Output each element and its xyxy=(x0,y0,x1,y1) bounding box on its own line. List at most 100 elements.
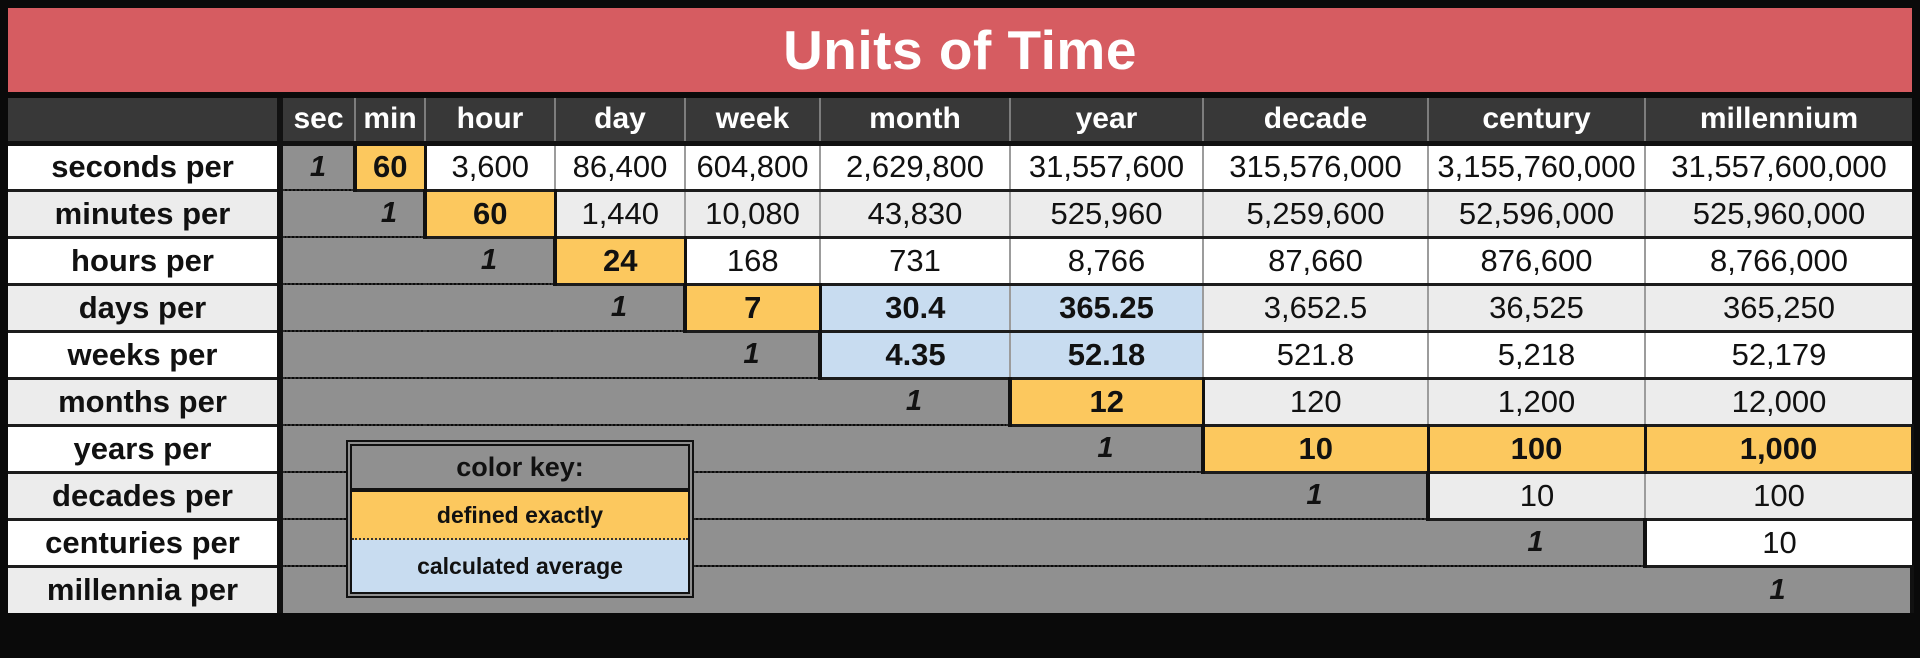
value-cell: 8,766 xyxy=(1009,235,1203,284)
color-key-defined-swatch: defined exactly xyxy=(352,492,688,540)
value-cell: 1 xyxy=(425,235,557,284)
value-cell: 52,179 xyxy=(1644,329,1912,378)
value-cell: 60 xyxy=(423,188,557,237)
row-label: weeks per xyxy=(8,329,283,378)
row-label: days per xyxy=(8,282,283,331)
value-cell: 1 xyxy=(355,188,427,237)
value-cell xyxy=(1010,565,1203,613)
column-header-decade: decade xyxy=(1202,98,1428,146)
value-cell xyxy=(1428,565,1645,613)
value-cell: 60 xyxy=(353,141,427,190)
value-cell: 3,155,760,000 xyxy=(1427,141,1645,190)
table-row: seconds per 1 60 3,600 86,400 604,800 2,629,80… xyxy=(8,141,1912,190)
column-header-day: day xyxy=(554,98,685,146)
value-cell: 315,576,000 xyxy=(1202,141,1428,190)
table-row: years per 1 10 100 1,000 xyxy=(8,423,1914,472)
value-cell xyxy=(685,471,820,519)
value-cell xyxy=(1010,471,1203,519)
value-cell xyxy=(1203,565,1428,613)
value-cell: 12,000 xyxy=(1644,376,1912,425)
table-row: millennia per 1 xyxy=(8,564,1914,613)
row-label: decades per xyxy=(8,470,283,519)
header-row: sec min hour day week month year decade century m… xyxy=(8,98,1912,146)
value-cell xyxy=(355,283,425,331)
value-cell xyxy=(355,330,425,378)
value-cell xyxy=(820,565,1010,613)
table-row: weeks per 1 4.35 52.18 521.8 5,218 52,179 xyxy=(8,329,1912,378)
value-cell: 10,080 xyxy=(684,188,820,237)
value-cell xyxy=(1203,518,1428,566)
value-cell: 525,960 xyxy=(1009,188,1203,237)
value-cell xyxy=(820,518,1010,566)
table-row: decades per 1 10 100 xyxy=(8,470,1912,519)
value-cell: 876,600 xyxy=(1427,235,1645,284)
value-cell: 10 xyxy=(1427,470,1645,519)
value-cell: 2,629,800 xyxy=(819,141,1010,190)
column-header-week: week xyxy=(684,98,820,146)
value-cell: 1,000 xyxy=(1643,423,1914,472)
conversion-table: sec min hour day week month year decade century m… xyxy=(8,98,1914,613)
value-cell: 1 xyxy=(685,329,822,378)
value-cell: 1 xyxy=(1203,470,1430,519)
value-cell: 5,259,600 xyxy=(1202,188,1428,237)
row-label: centuries per xyxy=(8,517,283,566)
value-cell: 1 xyxy=(1428,517,1647,566)
table-row: days per 1 7 30.4 365.25 3,652.5 36,525 365,250 xyxy=(8,282,1912,331)
column-header-century: century xyxy=(1427,98,1645,146)
table-row: months per 1 12 120 1,200 12,000 xyxy=(8,376,1912,425)
value-cell xyxy=(355,236,425,284)
value-cell: 7 xyxy=(683,282,822,331)
corner-cell xyxy=(8,98,283,146)
color-key: color key: defined exactly calculated av… xyxy=(350,444,690,594)
value-cell: 24 xyxy=(553,235,687,284)
value-cell: 43,830 xyxy=(819,188,1010,237)
value-cell: 12 xyxy=(1008,376,1205,425)
value-cell: 87,660 xyxy=(1202,235,1428,284)
value-cell xyxy=(280,330,355,378)
value-cell: 86,400 xyxy=(554,141,685,190)
value-cell xyxy=(685,518,820,566)
row-label: months per xyxy=(8,376,283,425)
value-cell: 4.35 xyxy=(819,329,1010,378)
value-cell: 10 xyxy=(1644,517,1912,566)
table-body: seconds per 1 60 3,600 86,400 604,800 2,629,80… xyxy=(8,141,1914,613)
value-cell xyxy=(280,283,355,331)
value-cell: 604,800 xyxy=(684,141,820,190)
value-cell: 10 xyxy=(1201,423,1430,472)
value-cell: 30.4 xyxy=(819,282,1010,331)
column-header-hour: hour xyxy=(424,98,555,146)
value-cell xyxy=(820,424,1010,472)
value-cell xyxy=(555,330,685,378)
row-label: hours per xyxy=(8,235,283,284)
value-cell xyxy=(280,236,355,284)
value-cell: 521.8 xyxy=(1202,329,1428,378)
page-title: Units of Time xyxy=(8,8,1912,92)
value-cell: 1 xyxy=(1645,564,1914,613)
value-cell: 1 xyxy=(280,141,357,190)
value-cell xyxy=(280,471,355,519)
value-cell: 525,960,000 xyxy=(1644,188,1912,237)
value-cell xyxy=(425,283,555,331)
color-key-calculated-swatch: calculated average xyxy=(352,540,688,592)
value-cell: 8,766,000 xyxy=(1644,235,1912,284)
column-header-month: month xyxy=(819,98,1010,146)
value-cell: 52.18 xyxy=(1009,329,1203,378)
value-cell: 3,652.5 xyxy=(1202,282,1428,331)
value-cell: 3,600 xyxy=(424,141,555,190)
value-cell: 31,557,600,000 xyxy=(1644,141,1912,190)
row-label: minutes per xyxy=(8,188,283,237)
row-label: years per xyxy=(8,423,283,472)
value-cell xyxy=(1010,518,1203,566)
value-cell: 1 xyxy=(555,282,687,331)
value-cell: 100 xyxy=(1644,470,1912,519)
column-header-year: year xyxy=(1009,98,1203,146)
value-cell xyxy=(820,471,1010,519)
value-cell xyxy=(280,189,355,237)
value-cell: 100 xyxy=(1426,423,1647,472)
value-cell: 36,525 xyxy=(1427,282,1645,331)
table-row: hours per 1 24 168 731 8,766 87,660 876,600 8,76… xyxy=(8,235,1912,284)
value-cell xyxy=(425,377,555,425)
value-cell: 365.25 xyxy=(1009,282,1203,331)
value-cell: 120 xyxy=(1202,376,1428,425)
